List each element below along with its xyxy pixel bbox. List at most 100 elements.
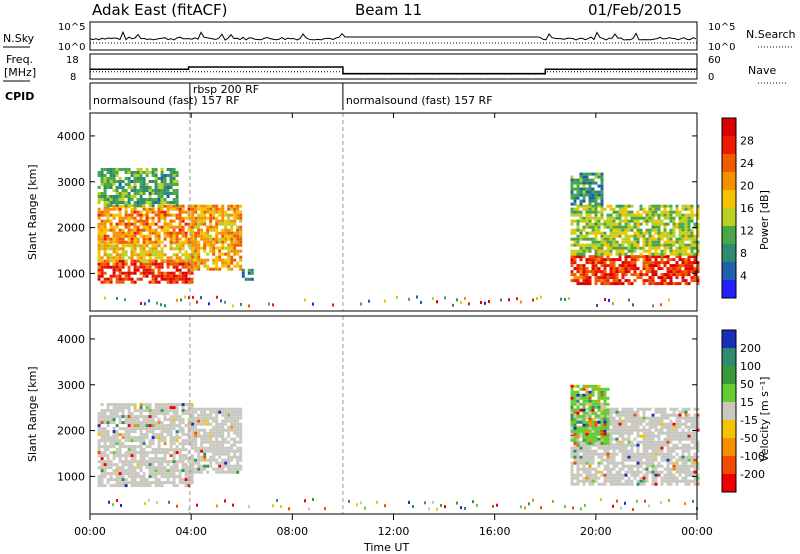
data-cell: [142, 439, 146, 443]
data-cell: [621, 213, 625, 217]
data-cell: [585, 222, 589, 226]
data-cell: [221, 440, 225, 444]
data-cell: [142, 478, 146, 482]
data-cell: [194, 225, 198, 229]
data-cell: [573, 276, 577, 280]
data-cell: [127, 271, 131, 275]
data-cell: [115, 262, 119, 266]
data-cell: [648, 504, 650, 508]
data-cell: [675, 222, 679, 226]
data-cell: [654, 213, 658, 217]
data-cell: [109, 415, 113, 419]
data-cell: [627, 464, 631, 468]
data-cell: [133, 195, 137, 198]
data-cell: [666, 413, 670, 417]
data-cell: [139, 445, 143, 449]
data-cell: [624, 419, 628, 423]
data-cell: [588, 181, 592, 185]
data-cell: [157, 268, 161, 272]
data-cell: [588, 408, 592, 412]
data-cell: [181, 418, 185, 422]
data-cell: [570, 207, 574, 211]
data-cell: [124, 481, 128, 485]
data-cell: [194, 237, 198, 241]
data-cell: [687, 213, 691, 217]
data-cell: [136, 168, 140, 171]
data-cell: [612, 228, 616, 232]
data-cell: [591, 411, 595, 415]
data-cell: [654, 255, 658, 259]
data-cell: [139, 183, 143, 186]
data-cell: [651, 452, 655, 456]
data-cell: [136, 259, 140, 263]
data-cell: [663, 231, 667, 235]
data-cell: [597, 231, 601, 235]
data-cell: [118, 247, 122, 251]
data-cell: [654, 210, 658, 214]
data-cell: [651, 479, 655, 483]
data-cell: [236, 252, 240, 256]
data-cell: [142, 442, 146, 446]
data-cell: [588, 429, 592, 433]
data-cell: [163, 271, 167, 275]
data-cell: [200, 207, 204, 211]
data-cell: [139, 256, 143, 260]
data-cell: [97, 424, 101, 428]
data-cell: [675, 282, 679, 286]
data-cell: [191, 219, 195, 223]
data-cell: [142, 207, 146, 211]
data-cell: [175, 274, 179, 278]
data-cell: [609, 267, 613, 271]
data-cell: [657, 204, 661, 208]
data-cell: [672, 219, 676, 223]
data-cell: [172, 415, 176, 419]
data-cell: [148, 204, 152, 207]
data-cell: [172, 241, 176, 245]
data-cell: [579, 443, 583, 447]
data-cell: [678, 255, 682, 259]
data-cell: [612, 240, 616, 244]
data-cell: [218, 237, 222, 241]
data-cell: [660, 273, 664, 277]
data-cell: [645, 258, 649, 262]
data-cell: [588, 258, 592, 262]
freq-label: Freq.: [6, 53, 33, 66]
data-cell: [175, 415, 179, 419]
data-cell: [573, 443, 577, 447]
data-cell: [124, 418, 128, 422]
data-cell: [588, 479, 592, 483]
data-cell: [197, 464, 201, 468]
data-cell: [169, 466, 173, 470]
data-cell: [97, 481, 101, 485]
data-cell: [233, 470, 237, 474]
data-cell: [142, 240, 146, 244]
data-cell: [200, 407, 204, 411]
data-cell: [639, 452, 643, 456]
data-cell: [121, 409, 125, 413]
data-cell: [642, 455, 646, 459]
data-cell: [175, 234, 179, 238]
data-cell: [197, 255, 201, 259]
data-cell: [172, 204, 176, 208]
data-cell: [172, 180, 176, 183]
data-cell: [224, 452, 228, 456]
data-cell: [609, 261, 613, 265]
data-cell: [618, 410, 622, 414]
data-cell: [606, 432, 610, 436]
data-cell: [582, 172, 586, 176]
data-cell: [160, 436, 164, 440]
data-cell: [582, 452, 586, 456]
data-cell: [588, 405, 592, 409]
data-cell: [239, 240, 243, 244]
data-cell: [109, 225, 113, 229]
data-cell: [570, 455, 574, 459]
data-cell: [103, 415, 107, 419]
data-cell: [160, 189, 164, 192]
data-cell: [582, 252, 586, 256]
data-cell: [663, 249, 667, 253]
data-cell: [681, 434, 685, 438]
data-cell: [645, 422, 649, 426]
data-cell: [582, 438, 586, 442]
data-cell: [588, 435, 592, 439]
data-cell: [684, 219, 688, 223]
